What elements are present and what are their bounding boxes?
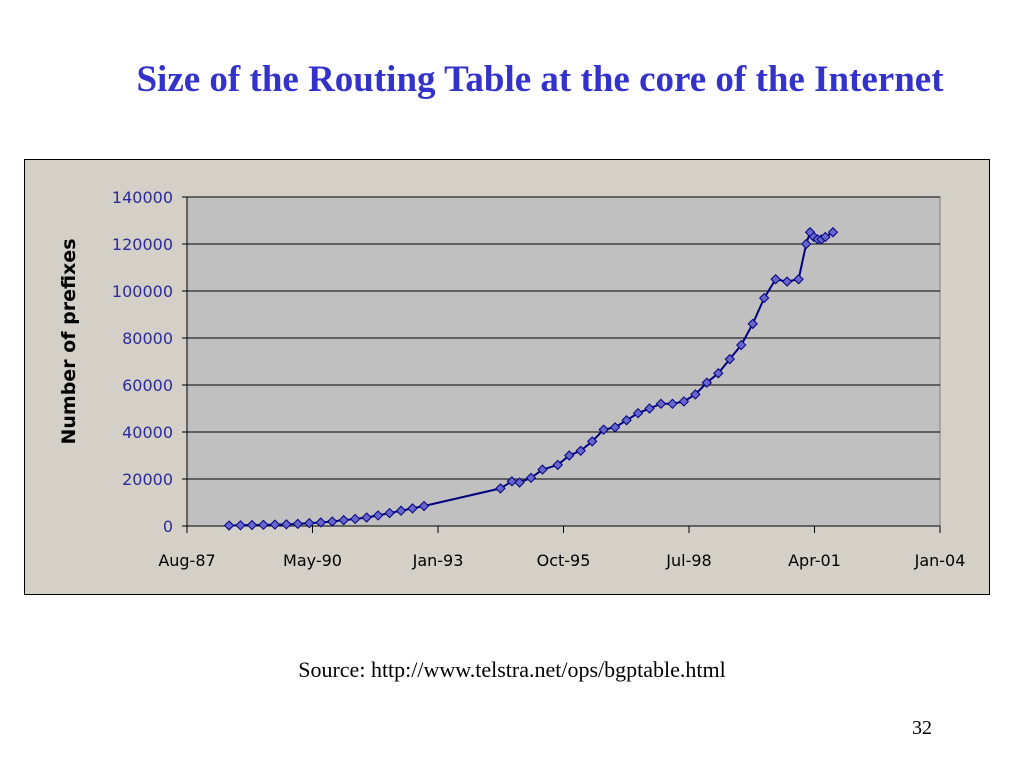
data-point	[338, 514, 349, 526]
line-chart: 0 20000 40000 60000 80000 100000 120000 140000 A…	[58, 188, 966, 570]
y-tick-label: 0	[163, 517, 173, 536]
data-point	[395, 505, 407, 516]
data-point	[820, 231, 831, 243]
data-point	[655, 398, 667, 410]
data-point	[701, 377, 713, 388]
y-axis-label: Number of prefixes	[58, 238, 80, 444]
data-point	[258, 519, 269, 531]
data-point	[407, 503, 418, 514]
data-point	[678, 396, 690, 407]
data-point	[644, 403, 655, 414]
y-tick-label: 20000	[122, 470, 173, 489]
data-point	[235, 520, 246, 531]
x-tick-label: Aug-87	[158, 551, 215, 570]
data-point	[281, 519, 292, 530]
data-point	[304, 517, 315, 529]
data-point	[781, 276, 793, 287]
data-point	[747, 318, 758, 330]
data-point	[525, 472, 537, 484]
data-point	[609, 422, 621, 433]
data-point	[690, 389, 701, 400]
y-tick-label: 60000	[122, 376, 173, 395]
plot-area	[186, 196, 941, 527]
data-point	[667, 398, 678, 410]
data-point	[552, 459, 563, 471]
y-tick-label: 120000	[112, 235, 173, 254]
data-point	[495, 483, 506, 494]
data-point	[246, 519, 258, 531]
slide-title: Size of the Routing Table at the core of…	[136, 59, 944, 100]
data-point	[801, 238, 812, 250]
data-point	[361, 512, 372, 523]
data-point	[827, 227, 839, 238]
data-point	[506, 476, 518, 487]
chart-area: 0 20000 40000 60000 80000 100000 120000 140000 A…	[24, 159, 990, 595]
series-line	[229, 230, 834, 527]
x-tick-label: Jul-98	[665, 551, 711, 570]
data-point	[327, 516, 338, 527]
data-point	[537, 464, 548, 475]
data-point	[621, 415, 632, 426]
data-point	[384, 507, 395, 519]
data-point	[736, 339, 747, 351]
y-tick-label: 100000	[112, 282, 173, 301]
data-point	[372, 510, 384, 521]
data-point	[598, 424, 609, 435]
data-point	[269, 519, 281, 530]
page-number: 32	[912, 717, 932, 739]
y-tick-label: 40000	[122, 423, 173, 442]
x-tick-label: Apr-01	[788, 551, 841, 570]
data-point	[575, 445, 586, 457]
data-point	[514, 477, 525, 488]
data-point	[315, 517, 326, 528]
y-tick-label: 80000	[122, 329, 173, 348]
data-point	[793, 274, 804, 285]
data-point	[758, 292, 770, 304]
data-point	[586, 436, 598, 447]
x-tick-label: Jan-93	[412, 551, 464, 570]
data-point	[223, 520, 235, 531]
y-tick-label: 140000	[112, 188, 173, 207]
data-point	[564, 450, 575, 461]
source-citation: Source: http://www.telstra.net/ops/bgpta…	[298, 657, 726, 682]
data-point	[418, 500, 430, 512]
x-tick-label: Oct-95	[537, 551, 591, 570]
data-point	[349, 513, 361, 525]
data-point	[632, 407, 644, 419]
data-point	[724, 353, 735, 365]
x-tick-label: May-90	[283, 551, 342, 570]
data-point	[770, 274, 781, 285]
data-point	[713, 368, 724, 379]
x-tick-label: Jan-04	[914, 551, 966, 570]
data-point	[292, 518, 304, 530]
